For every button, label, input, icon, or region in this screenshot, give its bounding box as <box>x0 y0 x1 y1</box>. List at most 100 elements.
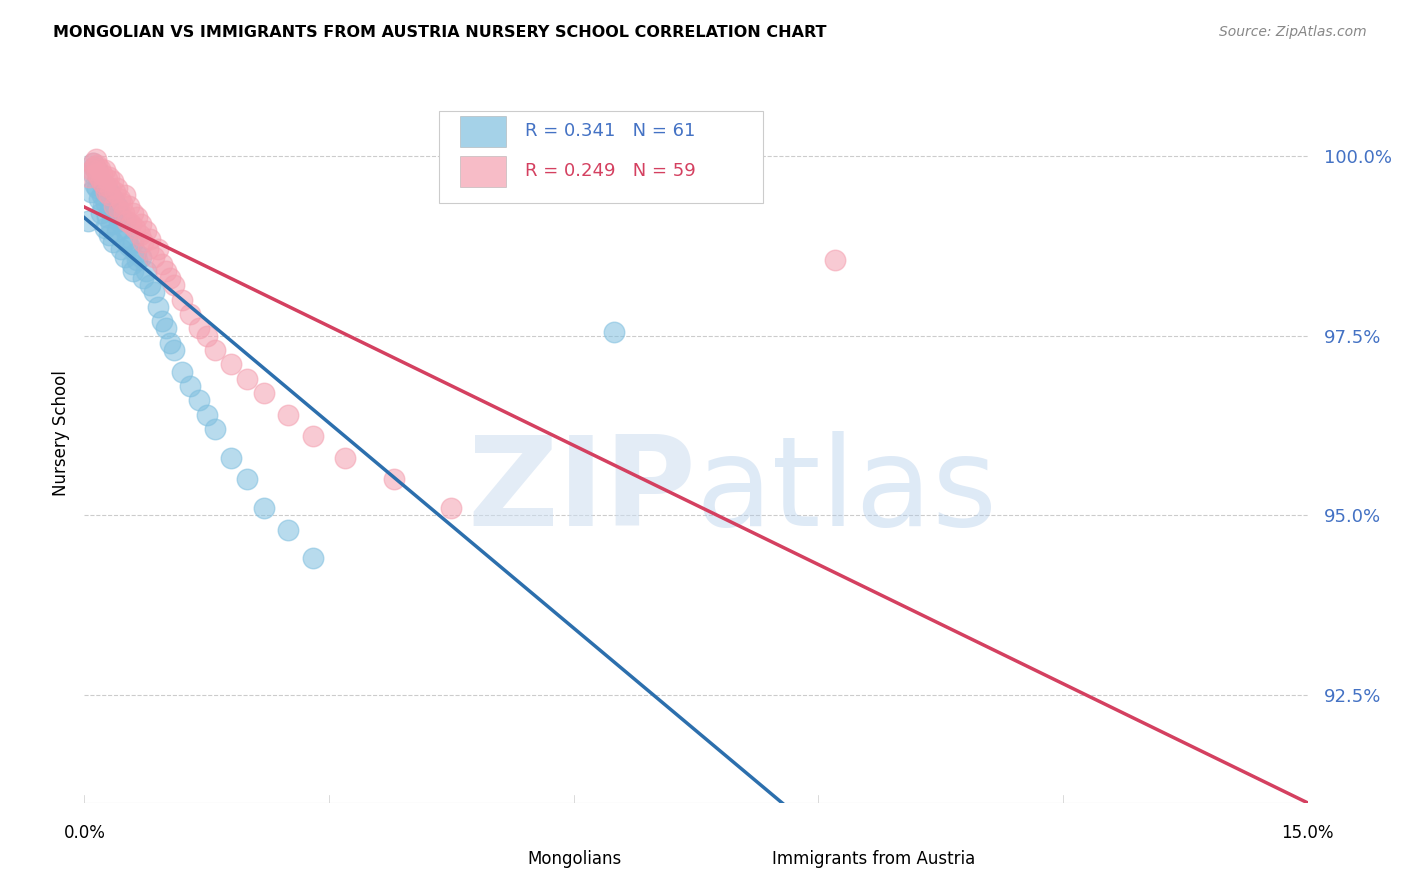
FancyBboxPatch shape <box>720 846 763 871</box>
Point <box>87 170 110 185</box>
Point <box>105 199 128 213</box>
Point <box>127 210 149 224</box>
Point <box>93 178 115 192</box>
Point <box>87 192 110 206</box>
Text: R = 0.341   N = 61: R = 0.341 N = 61 <box>524 122 695 140</box>
Point <box>90 206 112 220</box>
Point <box>132 271 155 285</box>
Point <box>172 293 194 307</box>
Point <box>114 188 136 202</box>
Point <box>219 450 242 465</box>
Text: R = 0.249   N = 59: R = 0.249 N = 59 <box>524 162 696 180</box>
Point <box>110 243 132 257</box>
Point <box>96 195 118 210</box>
FancyBboxPatch shape <box>460 116 506 146</box>
Point <box>96 210 118 224</box>
Point <box>90 174 112 188</box>
Point <box>86 163 108 178</box>
Point <box>97 185 120 199</box>
Point <box>94 185 117 199</box>
Point <box>86 157 108 171</box>
Point <box>114 250 136 264</box>
Point <box>219 357 242 371</box>
Point <box>122 206 145 220</box>
Point <box>90 174 112 188</box>
Point <box>195 408 218 422</box>
Point <box>103 199 125 213</box>
Point <box>91 167 114 181</box>
Text: MONGOLIAN VS IMMIGRANTS FROM AUSTRIA NURSERY SCHOOL CORRELATION CHART: MONGOLIAN VS IMMIGRANTS FROM AUSTRIA NUR… <box>53 25 827 40</box>
Point <box>277 523 299 537</box>
Point <box>142 285 165 300</box>
Point <box>146 300 169 314</box>
Point <box>82 156 104 170</box>
Point <box>82 167 104 181</box>
Point <box>142 250 165 264</box>
Point <box>195 328 218 343</box>
Point <box>77 170 100 185</box>
Point <box>335 450 357 465</box>
Point <box>93 178 115 192</box>
Point <box>112 220 135 235</box>
Point <box>77 213 100 227</box>
Text: Source: ZipAtlas.com: Source: ZipAtlas.com <box>1219 25 1367 39</box>
Point <box>301 551 323 566</box>
Point <box>159 271 181 285</box>
Point <box>110 210 132 224</box>
Point <box>115 231 138 245</box>
Point <box>115 213 138 227</box>
Text: 0.0%: 0.0% <box>63 824 105 842</box>
Point <box>107 202 129 217</box>
Point <box>138 278 160 293</box>
Point <box>132 235 155 249</box>
Point <box>101 174 124 188</box>
Point <box>253 386 276 401</box>
Point <box>163 278 186 293</box>
Point <box>111 195 134 210</box>
Point <box>150 257 173 271</box>
Point <box>277 408 299 422</box>
Point <box>93 163 115 178</box>
Point <box>82 156 104 170</box>
Point <box>100 217 122 231</box>
Point <box>118 199 141 213</box>
Point <box>89 161 111 176</box>
Point <box>382 472 405 486</box>
FancyBboxPatch shape <box>460 155 506 186</box>
Point <box>93 220 115 235</box>
Point <box>121 257 143 271</box>
Point <box>110 192 132 206</box>
Point <box>80 185 103 199</box>
Point <box>97 170 120 185</box>
Point <box>155 321 177 335</box>
Point <box>127 253 149 268</box>
Point <box>104 206 127 220</box>
Text: Immigrants from Austria: Immigrants from Austria <box>772 850 974 868</box>
Point <box>83 160 105 174</box>
Point <box>135 224 157 238</box>
Text: atlas: atlas <box>696 432 998 552</box>
Point <box>204 343 226 357</box>
Point <box>172 365 194 379</box>
Point <box>114 213 136 227</box>
Point <box>179 307 201 321</box>
Point <box>131 250 153 264</box>
Point <box>105 181 128 195</box>
Text: ZIP: ZIP <box>467 432 696 552</box>
Point <box>163 343 186 357</box>
Point <box>84 178 107 192</box>
Point <box>112 206 135 220</box>
Point <box>135 264 157 278</box>
Point <box>105 224 128 238</box>
Point <box>101 192 124 206</box>
Point <box>80 163 103 178</box>
Point <box>131 217 153 231</box>
Point <box>603 325 626 339</box>
Point <box>86 181 108 195</box>
Point <box>107 213 129 227</box>
Point <box>97 227 120 242</box>
Point <box>124 220 146 235</box>
Point <box>86 167 108 181</box>
Point <box>187 321 209 335</box>
Point <box>138 231 160 245</box>
